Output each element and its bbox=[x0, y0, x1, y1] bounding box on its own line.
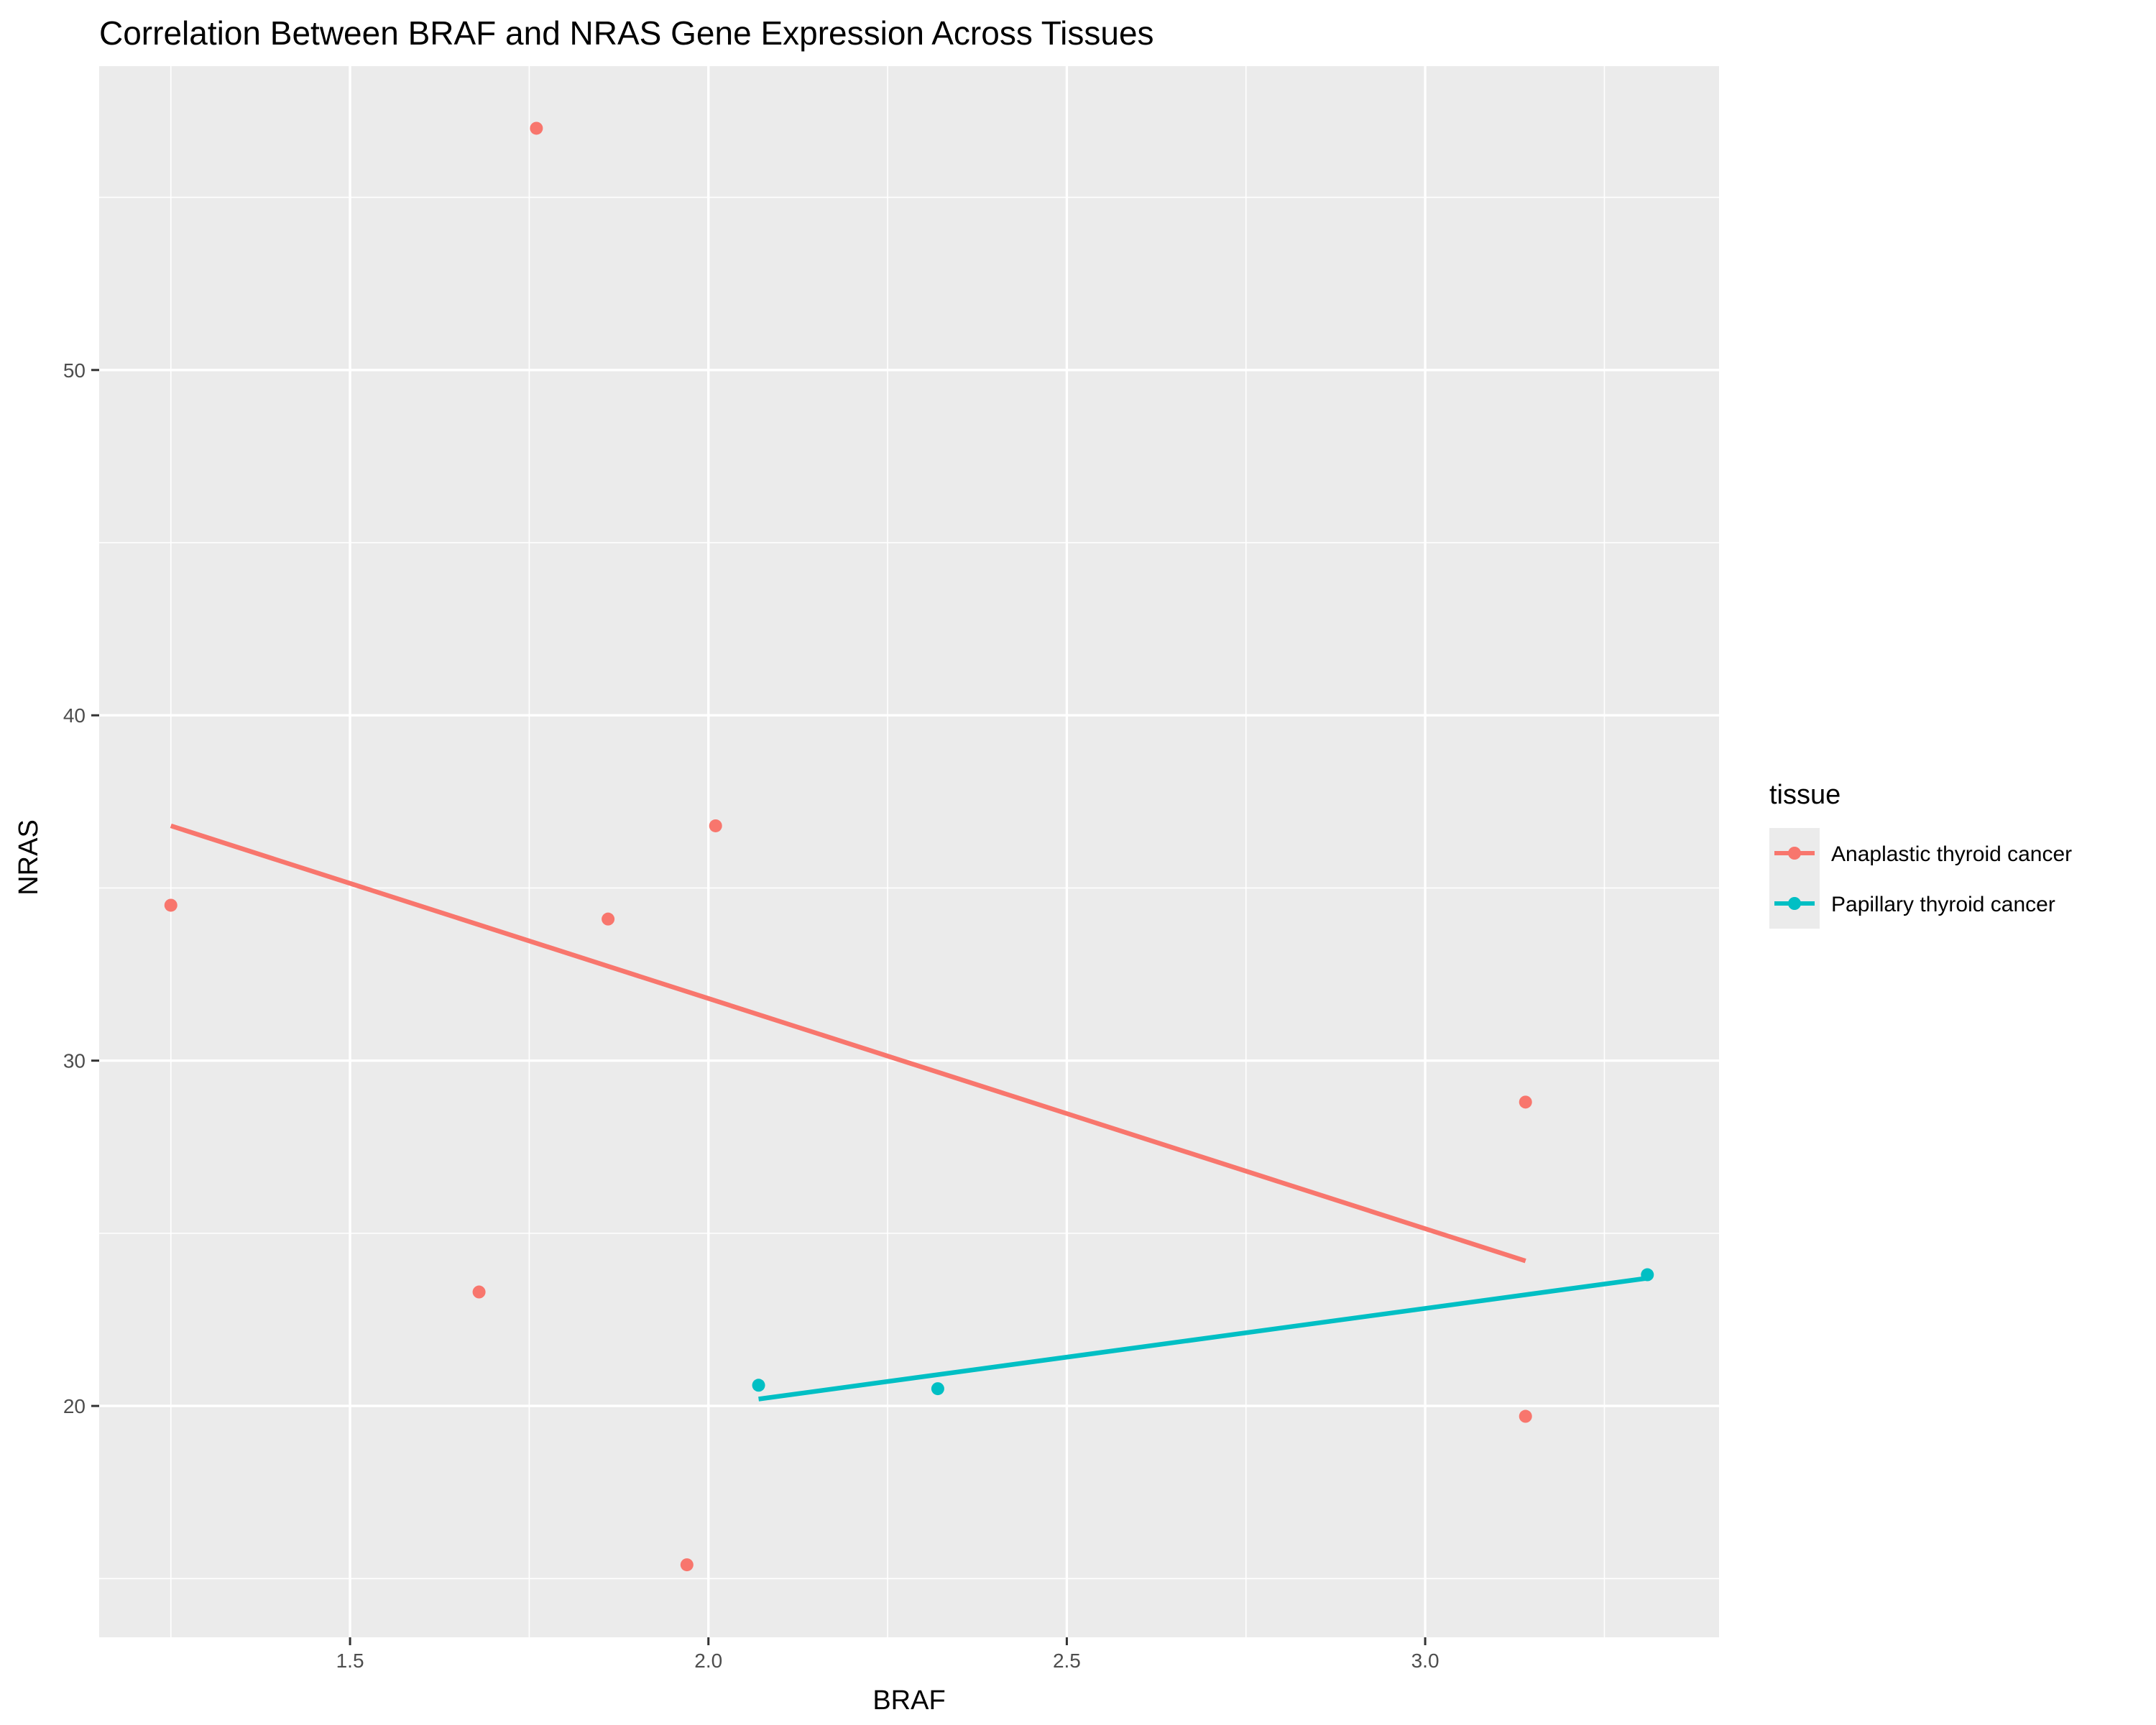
data-point-series-0 bbox=[472, 1285, 486, 1299]
data-point-series-0 bbox=[680, 1558, 694, 1572]
y-tick-label: 20 bbox=[63, 1395, 86, 1417]
x-tick-label: 3.0 bbox=[1411, 1650, 1439, 1672]
x-axis-title: BRAF bbox=[872, 1685, 945, 1716]
minor-gridlines bbox=[99, 66, 1719, 1637]
legend-title: tissue bbox=[1769, 780, 1841, 810]
y-axis: 20 30 40 50 bbox=[63, 359, 99, 1417]
chart-title: Correlation Between BRAF and NRAS Gene E… bbox=[99, 14, 1154, 52]
data-points bbox=[164, 121, 1654, 1572]
x-tick-label: 2.0 bbox=[694, 1650, 722, 1672]
plot-panel bbox=[99, 66, 1719, 1637]
y-tick-label: 50 bbox=[63, 359, 86, 382]
data-point-series-0 bbox=[1519, 1409, 1532, 1423]
data-point-series-0 bbox=[709, 819, 722, 832]
data-point-series-0 bbox=[164, 898, 178, 912]
legend: tissue Anaplastic thyroid cancer Papillar… bbox=[1769, 780, 2072, 929]
data-point-series-0 bbox=[530, 121, 543, 135]
fit-line-series-0 bbox=[170, 823, 1526, 1264]
fit-line-series-1 bbox=[758, 1276, 1648, 1402]
data-point-series-1 bbox=[1641, 1268, 1654, 1282]
legend-label-series-0: Anaplastic thyroid cancer bbox=[1831, 842, 2072, 866]
x-tick-label: 1.5 bbox=[336, 1650, 364, 1672]
y-axis-title: NRAS bbox=[14, 819, 44, 896]
legend-label-series-1: Papillary thyroid cancer bbox=[1831, 893, 2055, 916]
data-point-series-1 bbox=[931, 1382, 944, 1396]
x-tick-label: 2.5 bbox=[1053, 1650, 1081, 1672]
fit-lines bbox=[170, 823, 1648, 1402]
major-gridlines bbox=[99, 66, 1719, 1637]
y-tick-label: 30 bbox=[63, 1050, 86, 1072]
x-axis: 1.5 2.0 2.5 3.0 bbox=[336, 1637, 1439, 1672]
y-tick-label: 40 bbox=[63, 704, 86, 727]
legend-key-point bbox=[1788, 897, 1801, 910]
data-point-series-1 bbox=[752, 1379, 765, 1392]
data-point-series-0 bbox=[1519, 1095, 1532, 1109]
legend-key-point bbox=[1788, 847, 1801, 860]
data-point-series-0 bbox=[602, 912, 615, 926]
